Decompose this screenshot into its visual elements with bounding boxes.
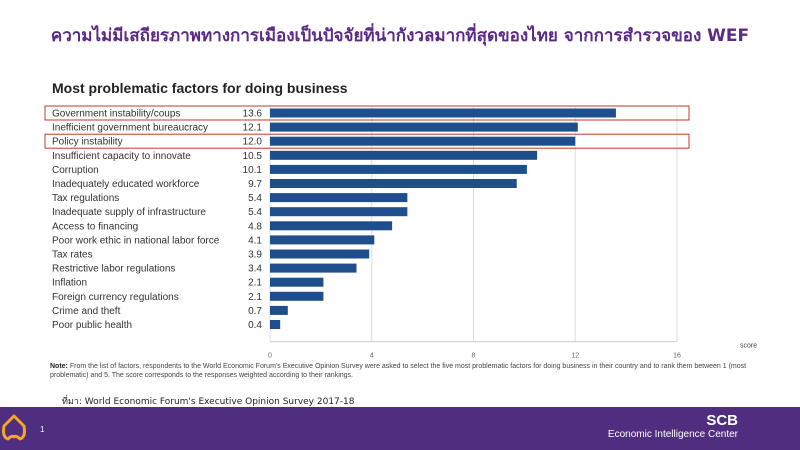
bar bbox=[270, 305, 288, 315]
category-label: Poor public health bbox=[52, 320, 132, 331]
bar bbox=[270, 207, 408, 217]
category-label: Inadequately educated workforce bbox=[52, 179, 200, 190]
x-tick-label: 12 bbox=[571, 353, 579, 360]
category-label: Tax rates bbox=[52, 250, 93, 261]
x-tick-label: 0 bbox=[268, 353, 272, 360]
x-tick-label: 16 bbox=[673, 353, 681, 360]
bar bbox=[270, 122, 578, 132]
category-label: Inefficient government bureaucracy bbox=[52, 123, 208, 134]
bar bbox=[270, 150, 538, 160]
category-label: Access to financing bbox=[52, 221, 138, 232]
category-label: Crime and theft bbox=[52, 306, 121, 317]
footer-bar: 1 SCB Economic Intelligence Center bbox=[0, 407, 800, 450]
category-label: Foreign currency regulations bbox=[52, 292, 179, 303]
chart-note: Note: From the list of factors, responde… bbox=[50, 362, 760, 380]
value-label: 3.9 bbox=[248, 250, 262, 261]
scb-logo-icon bbox=[2, 414, 26, 441]
value-label: 12.1 bbox=[243, 123, 263, 134]
category-label: Inadequate supply of infrastructure bbox=[52, 207, 206, 218]
bar bbox=[270, 108, 616, 118]
value-label: 3.4 bbox=[248, 264, 262, 275]
bar bbox=[270, 277, 324, 287]
bar bbox=[270, 235, 375, 245]
bar bbox=[270, 249, 370, 259]
bar bbox=[270, 291, 324, 301]
category-label: Government instability/coups bbox=[52, 109, 180, 120]
page-number: 1 bbox=[40, 425, 45, 434]
highlight-box bbox=[44, 133, 690, 149]
value-label: 10.5 bbox=[243, 151, 263, 162]
category-label: Inflation bbox=[52, 278, 87, 289]
bar bbox=[270, 320, 281, 329]
x-tick-label: 4 bbox=[370, 353, 374, 360]
value-label: 5.4 bbox=[248, 207, 262, 218]
brand-block: SCB Economic Intelligence Center bbox=[608, 413, 738, 441]
bar bbox=[270, 193, 408, 203]
value-label: 2.1 bbox=[248, 292, 262, 303]
chart-title: Most problematic factors for doing busin… bbox=[52, 80, 348, 96]
bar bbox=[270, 263, 357, 273]
bar-chart: 0 4 8 12 16 score Government instability/coups… bbox=[44, 105, 757, 360]
category-label: Tax regulations bbox=[52, 193, 119, 204]
value-label: 4.1 bbox=[248, 235, 262, 246]
value-label: 4.8 bbox=[248, 221, 262, 232]
category-label: Poor work ethic in national labor force bbox=[52, 235, 220, 246]
x-tick-label: 8 bbox=[472, 353, 476, 360]
note-text: From the list of factors, respondents to… bbox=[50, 363, 747, 379]
category-label: Corruption bbox=[52, 165, 99, 176]
note-label: Note: bbox=[50, 363, 68, 370]
highlight-box bbox=[44, 105, 690, 121]
brand-subtitle: Economic Intelligence Center bbox=[607, 429, 738, 440]
x-axis-label: score bbox=[740, 343, 757, 350]
value-label: 13.6 bbox=[243, 109, 263, 120]
slide-title: ความไม่มีเสถียรภาพทางการเมืองเป็นปัจจัยท… bbox=[50, 26, 750, 46]
category-label: Insufficient capacity to innovate bbox=[52, 151, 191, 162]
source-text: ที่มา: World Economic Forum's Executive … bbox=[62, 397, 355, 407]
value-label: 2.1 bbox=[248, 278, 262, 289]
value-label: 0.4 bbox=[248, 320, 262, 331]
bar bbox=[270, 221, 393, 231]
category-label: Policy instability bbox=[52, 137, 123, 148]
brand-name: SCB bbox=[706, 412, 738, 429]
value-label: 9.7 bbox=[248, 179, 262, 190]
bar bbox=[270, 136, 576, 146]
value-label: 12.0 bbox=[243, 137, 263, 148]
bar bbox=[270, 164, 527, 174]
value-label: 10.1 bbox=[243, 165, 263, 176]
value-label: 0.7 bbox=[248, 306, 262, 317]
value-label: 5.4 bbox=[248, 193, 262, 204]
category-label: Restrictive labor regulations bbox=[52, 264, 175, 275]
bar bbox=[270, 179, 517, 188]
